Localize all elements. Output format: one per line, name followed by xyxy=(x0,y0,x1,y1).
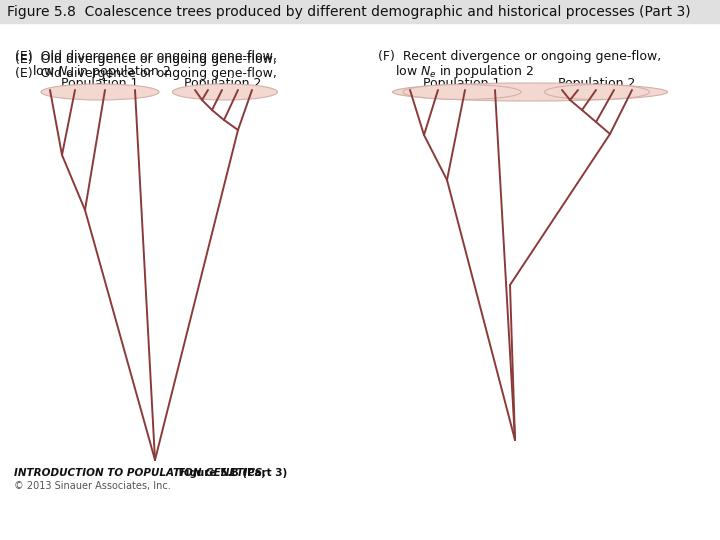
Ellipse shape xyxy=(41,84,159,100)
Text: (F)  Recent divergence or ongoing gene-flow,: (F) Recent divergence or ongoing gene-fl… xyxy=(378,50,661,63)
Text: (E)  Old divergence or ongoing gene-flow,: (E) Old divergence or ongoing gene-flow, xyxy=(15,53,277,66)
Text: (E)  Old divergence or ongoing gene-flow,: (E) Old divergence or ongoing gene-flow, xyxy=(15,50,277,63)
Text: Figure 5.8  Coalescence trees produced by different demographic and historical p: Figure 5.8 Coalescence trees produced by… xyxy=(7,5,690,19)
Text: © 2013 Sinauer Associates, Inc.: © 2013 Sinauer Associates, Inc. xyxy=(14,481,171,491)
Text: Population 2: Population 2 xyxy=(184,77,261,90)
Text: Population 1: Population 1 xyxy=(423,77,500,90)
Ellipse shape xyxy=(403,84,521,99)
Text: Figure 5.8 (Part 3): Figure 5.8 (Part 3) xyxy=(175,468,287,478)
Text: (E)  Old divergence or ongoing gene-flow,: (E) Old divergence or ongoing gene-flow, xyxy=(15,67,277,80)
Ellipse shape xyxy=(544,84,649,99)
Text: low $N_e$ in population 2: low $N_e$ in population 2 xyxy=(32,63,171,80)
Ellipse shape xyxy=(392,83,667,101)
Text: Population 2: Population 2 xyxy=(558,77,636,90)
Ellipse shape xyxy=(173,84,277,100)
Text: low $N_e$ in population 2: low $N_e$ in population 2 xyxy=(395,63,534,80)
Text: INTRODUCTION TO POPULATION GENETICS,: INTRODUCTION TO POPULATION GENETICS, xyxy=(14,468,266,478)
Bar xyxy=(0,0,720,23)
Text: Population 1: Population 1 xyxy=(61,77,139,90)
